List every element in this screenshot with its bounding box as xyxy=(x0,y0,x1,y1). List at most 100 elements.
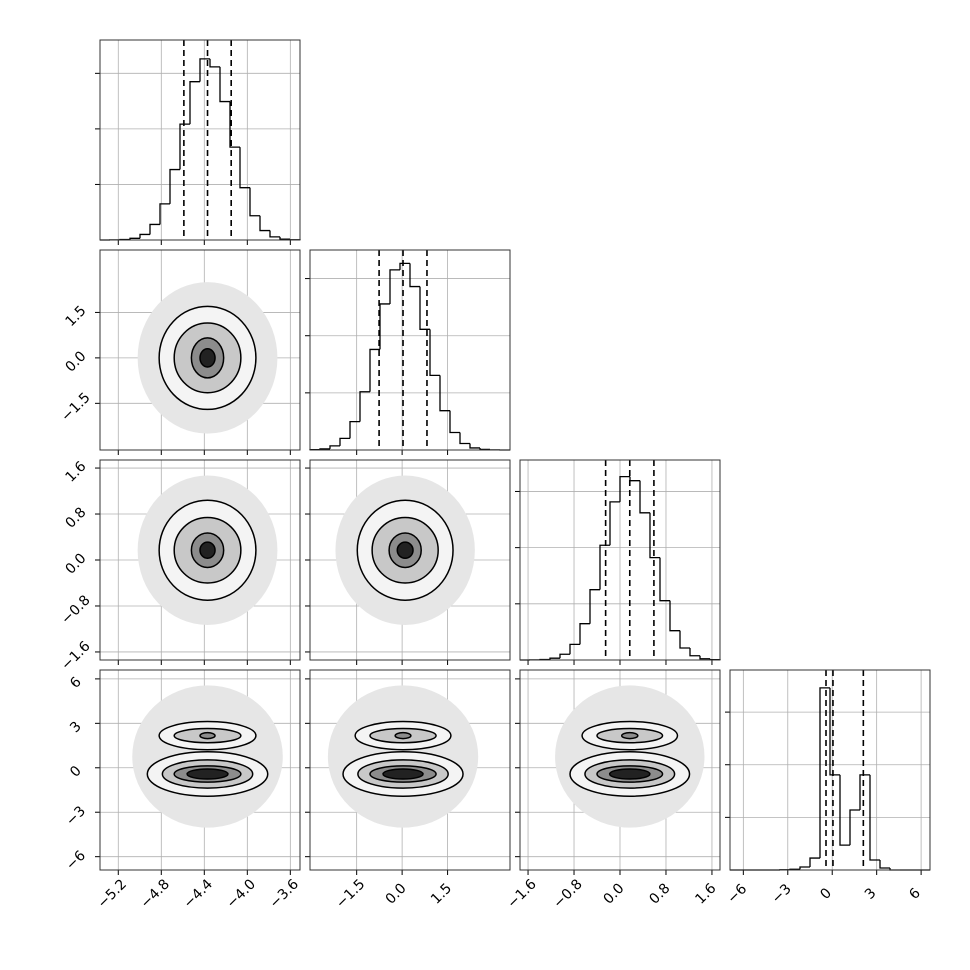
x-tick-label: −4.8 xyxy=(138,876,173,911)
histogram-bin xyxy=(449,410,460,434)
y-tick-label: 0.0 xyxy=(62,550,89,577)
x-tick-label: −3 xyxy=(769,881,795,907)
y-tick-label: 0 xyxy=(67,763,85,781)
histogram-bin xyxy=(869,774,880,861)
histogram-bin xyxy=(799,866,810,870)
contour xyxy=(394,731,412,740)
histogram-bin xyxy=(589,589,600,624)
panel-frame xyxy=(99,39,301,241)
y-tick-label: −1.6 xyxy=(58,638,93,673)
panel-frame xyxy=(309,669,511,871)
y-tick-label: 0.8 xyxy=(62,504,89,531)
histogram-bin xyxy=(249,187,260,217)
histogram-bin xyxy=(469,443,480,449)
histogram-bin xyxy=(219,66,230,103)
x-tick-label: 0.0 xyxy=(383,880,410,907)
x-tick-label: −4.4 xyxy=(181,876,216,911)
histogram-bin xyxy=(239,147,250,189)
histogram-bin xyxy=(599,544,610,590)
histogram-bin xyxy=(159,203,170,225)
histogram-bin xyxy=(229,101,240,148)
histogram-bin xyxy=(839,774,850,846)
panel-frame xyxy=(309,459,511,661)
histogram-bin xyxy=(829,687,840,776)
contour xyxy=(199,541,216,560)
histogram-bin xyxy=(479,447,490,451)
contour xyxy=(199,348,216,368)
histogram-bin xyxy=(319,448,330,450)
histogram-bin xyxy=(269,230,280,238)
x-tick-label: 0.8 xyxy=(646,880,673,907)
y-tick-label: −0.8 xyxy=(58,592,93,627)
y-tick-label: 1.5 xyxy=(62,303,89,330)
contour xyxy=(608,768,651,780)
histogram-bin xyxy=(349,421,360,439)
histogram-bin xyxy=(369,348,380,392)
histogram-bin xyxy=(629,476,640,482)
contour xyxy=(186,768,229,780)
y-tick-label: 1.6 xyxy=(62,458,89,485)
contour xyxy=(396,541,414,560)
histogram-bin xyxy=(689,647,700,657)
histogram-bin xyxy=(419,286,430,330)
histogram-bin xyxy=(619,475,630,502)
histogram-bin xyxy=(559,653,570,659)
x-tick-label: 6 xyxy=(906,885,924,903)
histogram-bin xyxy=(609,501,620,546)
y-tick-label: −3 xyxy=(63,803,89,829)
histogram-bin xyxy=(339,437,350,446)
x-tick-label: −6 xyxy=(724,881,750,907)
histogram-bin xyxy=(679,630,690,649)
x-tick-label: −5.2 xyxy=(95,876,130,911)
histogram-bin xyxy=(279,236,290,240)
histogram-bin xyxy=(809,857,820,868)
histogram-bin xyxy=(179,123,190,170)
histogram-bin xyxy=(459,432,470,445)
x-tick-label: 1.5 xyxy=(428,880,455,907)
panel-frame xyxy=(99,669,301,871)
x-tick-label: 0 xyxy=(817,885,835,903)
histogram-bin xyxy=(659,557,670,602)
histogram-bin xyxy=(819,687,830,859)
x-tick-label: 0.0 xyxy=(600,880,627,907)
x-tick-label: −1.6 xyxy=(504,876,539,911)
y-tick-label: 6 xyxy=(67,674,85,692)
y-tick-label: −6 xyxy=(63,848,89,874)
panel-frame xyxy=(99,459,301,661)
panel-frame xyxy=(309,249,511,451)
histogram-bin xyxy=(649,512,660,559)
histogram-bin xyxy=(859,774,870,810)
histogram-bin xyxy=(549,657,560,660)
contour xyxy=(382,768,424,780)
histogram-bin xyxy=(379,303,390,350)
panel-frame xyxy=(729,669,931,871)
histogram-bin xyxy=(259,215,270,232)
panel-frame xyxy=(519,669,721,871)
contour xyxy=(620,731,639,740)
x-tick-label: −4.0 xyxy=(224,876,259,911)
histogram-bin xyxy=(189,81,200,125)
x-tick-label: −3.6 xyxy=(267,876,302,911)
histogram-bin xyxy=(129,237,140,240)
y-tick-label: −1.5 xyxy=(58,390,93,425)
histogram-bin xyxy=(199,58,210,82)
histogram-bin xyxy=(669,600,680,632)
y-tick-label: 0.0 xyxy=(62,348,89,375)
histogram-bin xyxy=(429,329,440,377)
x-tick-label: −0.8 xyxy=(550,876,585,911)
histogram-bin xyxy=(569,643,580,655)
histogram-bin xyxy=(439,375,450,412)
histogram-bin xyxy=(359,391,370,422)
histogram-bin xyxy=(139,233,150,239)
histogram-bin xyxy=(579,623,590,645)
histogram-bin xyxy=(849,809,860,846)
panel-frame xyxy=(99,249,301,451)
histogram-bin xyxy=(169,168,180,204)
histogram-bin xyxy=(699,655,710,660)
histogram-bin xyxy=(209,58,220,68)
histogram-bin xyxy=(399,262,410,270)
panel-frame xyxy=(519,459,721,661)
histogram-bin xyxy=(639,480,650,514)
y-tick-label: 3 xyxy=(67,719,85,737)
